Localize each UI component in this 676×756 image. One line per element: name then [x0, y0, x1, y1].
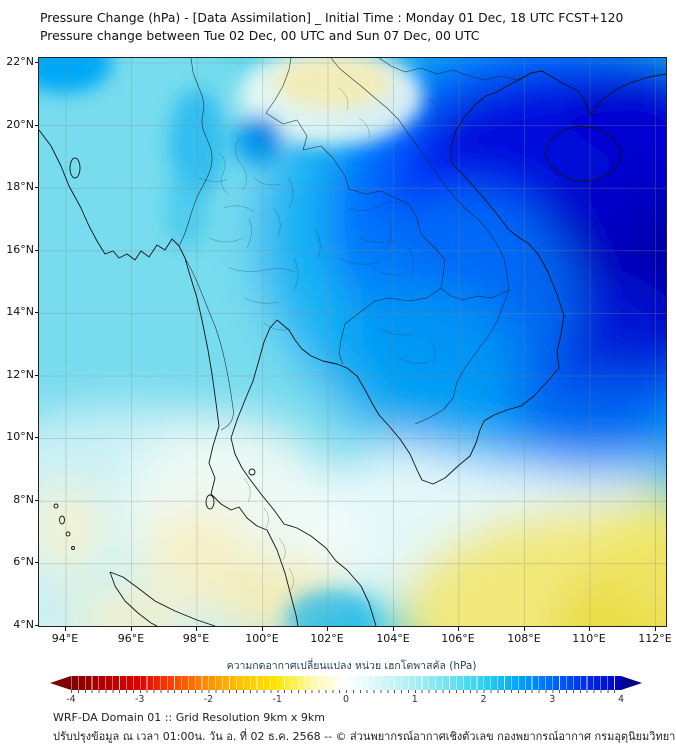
axis-tick — [35, 437, 39, 438]
page-title: Pressure Change (hPa) - [Data Assimilati… — [40, 10, 624, 25]
axis-tick — [65, 627, 66, 631]
colorbar-tick-label: 2 — [480, 694, 487, 705]
lat-tick-label: 10°N — [6, 430, 34, 443]
axis-tick — [458, 627, 459, 631]
islands — [53, 157, 256, 550]
colorbar-tick-label: -4 — [66, 694, 76, 705]
axis-tick — [655, 627, 656, 631]
axis-tick — [35, 375, 39, 376]
lon-tick-label: 98°E — [182, 632, 210, 645]
axis-tick — [327, 627, 328, 631]
lon-tick-label: 108°E — [507, 632, 541, 645]
lat-tick-label: 4°N — [13, 618, 34, 631]
lat-tick-label: 22°N — [6, 55, 34, 68]
axis-tick — [35, 500, 39, 501]
colorbar-tick-label: 4 — [617, 694, 625, 705]
colorbar-tick-label: 0 — [342, 694, 350, 705]
axis-tick — [131, 627, 132, 631]
lat-tick-label: 8°N — [13, 493, 34, 506]
colorbar-right-arrow — [621, 676, 642, 690]
colorbar-left-arrow — [50, 676, 71, 690]
footer-domain-info: WRF-DA Domain 01 :: Grid Resolution 9km … — [53, 711, 325, 724]
colorbar-cell-separators — [71, 676, 621, 690]
color-field — [39, 58, 666, 626]
colorbar-tick-label: 1 — [411, 694, 418, 705]
axis-tick — [35, 62, 39, 63]
lat-tick-label: 18°N — [6, 180, 34, 193]
axis-tick — [393, 627, 394, 631]
colorbar-minor-ticks — [71, 690, 621, 693]
axis-tick — [196, 627, 197, 631]
footer-update-info: ปรับปรุงข้อมูล ณ เวลา 01:00น. วัน อ. ที่… — [53, 730, 676, 743]
axis-tick — [35, 562, 39, 563]
axis-tick — [35, 125, 39, 126]
colorbar-title: ความกดอากาศเปลี่ยนแปลง หน่วย เฮกโตพาสคัล… — [226, 660, 477, 672]
page-subtitle: Pressure change between Tue 02 Dec, 00 U… — [40, 28, 480, 43]
axis-tick — [35, 312, 39, 313]
colorbar-tick-label: -2 — [203, 694, 214, 705]
lon-tick-label: 102°E — [310, 632, 344, 645]
axis-tick — [35, 187, 39, 188]
colorbar-tick-label: 3 — [549, 694, 556, 705]
map-canvas — [39, 58, 666, 626]
lat-tick-label: 16°N — [6, 243, 34, 256]
map-frame — [38, 57, 667, 627]
axis-tick — [524, 627, 525, 631]
lon-tick-label: 100°E — [245, 632, 279, 645]
graticule — [39, 58, 666, 626]
lon-tick-label: 104°E — [376, 632, 410, 645]
colorbar-tick-label: -1 — [272, 694, 282, 705]
axis-tick — [262, 627, 263, 631]
lat-tick-label: 14°N — [6, 305, 34, 318]
colorbar: -4 -3 -2 -1 0 1 2 3 4 — [50, 676, 642, 705]
lat-tick-label: 6°N — [13, 555, 34, 568]
coastline — [39, 70, 666, 626]
axis-tick — [589, 627, 590, 631]
country-borders — [178, 58, 532, 431]
lon-tick-label: 106°E — [441, 632, 475, 645]
colorbar-tick-label: -3 — [135, 694, 145, 705]
lat-tick-label: 12°N — [6, 368, 34, 381]
province-borders — [198, 87, 487, 591]
lon-tick-label: 112°E — [638, 632, 672, 645]
lon-tick-label: 96°E — [117, 632, 145, 645]
axis-tick — [35, 250, 39, 251]
axis-tick — [35, 625, 39, 626]
lat-tick-label: 20°N — [6, 118, 34, 131]
lon-tick-label: 94°E — [51, 632, 79, 645]
lon-tick-label: 110°E — [572, 632, 606, 645]
